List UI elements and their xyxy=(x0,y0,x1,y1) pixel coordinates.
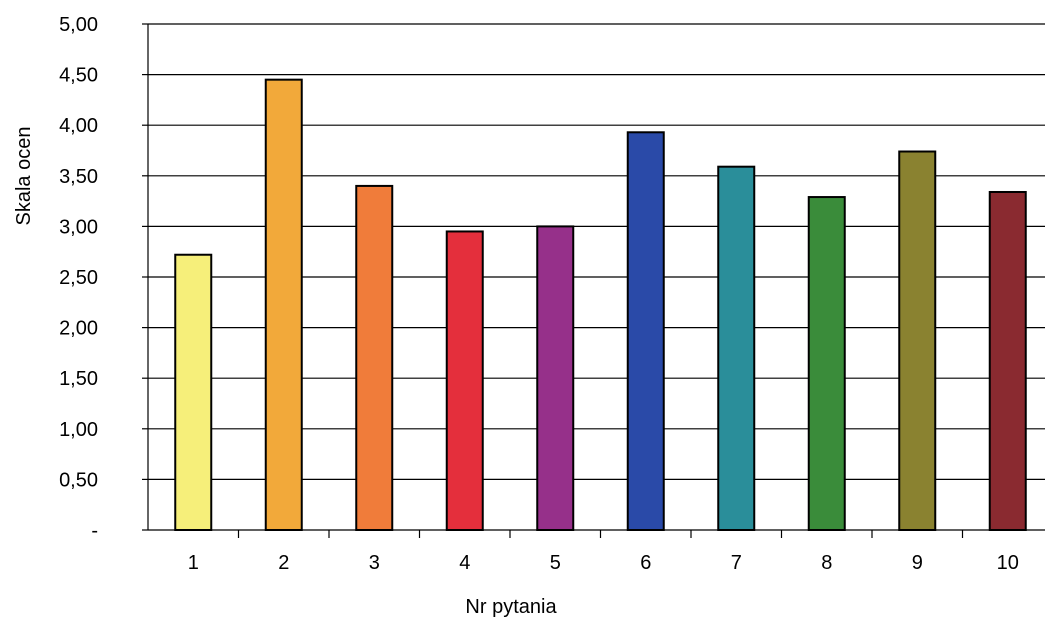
x-tick-label: 8 xyxy=(821,552,832,574)
axes xyxy=(142,23,1045,538)
bar xyxy=(264,78,303,531)
y-axis-title: Skala ocen xyxy=(13,127,35,226)
bar xyxy=(717,165,756,532)
y-tick-label: 3,00 xyxy=(59,216,98,238)
bars xyxy=(174,78,1027,532)
y-tick-label: 2,00 xyxy=(59,318,98,340)
bar xyxy=(988,190,1027,531)
x-tick-label: 7 xyxy=(731,552,742,574)
x-axis-title: Nr pytania xyxy=(465,596,557,618)
x-tick-label: 9 xyxy=(912,552,923,574)
bar xyxy=(355,184,394,531)
y-tick-labels: - 0,50 1,00 1,50 2,00 2,50 3,00 3,50 4,00 4,50 5,0… xyxy=(59,14,98,542)
bar xyxy=(445,230,484,532)
y-tick-label: 4,00 xyxy=(59,115,98,137)
y-tick-label: 5,00 xyxy=(59,14,98,36)
bar xyxy=(807,196,846,531)
bar xyxy=(536,225,575,531)
y-tick-label: 1,00 xyxy=(59,419,98,441)
y-tick-label: 0,50 xyxy=(59,469,98,491)
bar xyxy=(174,253,213,531)
y-tick-label: 2,50 xyxy=(59,267,98,289)
x-tick-label: 6 xyxy=(640,552,651,574)
y-tick-label: 1,50 xyxy=(59,368,98,390)
x-tick-label: 5 xyxy=(550,552,561,574)
x-tick-label: 2 xyxy=(278,552,289,574)
y-tick-label: 3,50 xyxy=(59,166,98,188)
x-tick-label: 1 xyxy=(188,552,199,574)
x-tick-label: 10 xyxy=(997,552,1019,574)
x-tick-labels: 1 2 3 4 5 6 7 8 9 10 xyxy=(188,552,1019,574)
y-tick-label: 4,50 xyxy=(59,65,98,87)
bar xyxy=(898,150,937,531)
y-tick-label: - xyxy=(91,520,98,542)
x-tick-label: 3 xyxy=(369,552,380,574)
x-tick-label: 4 xyxy=(459,552,470,574)
bar xyxy=(626,131,665,531)
